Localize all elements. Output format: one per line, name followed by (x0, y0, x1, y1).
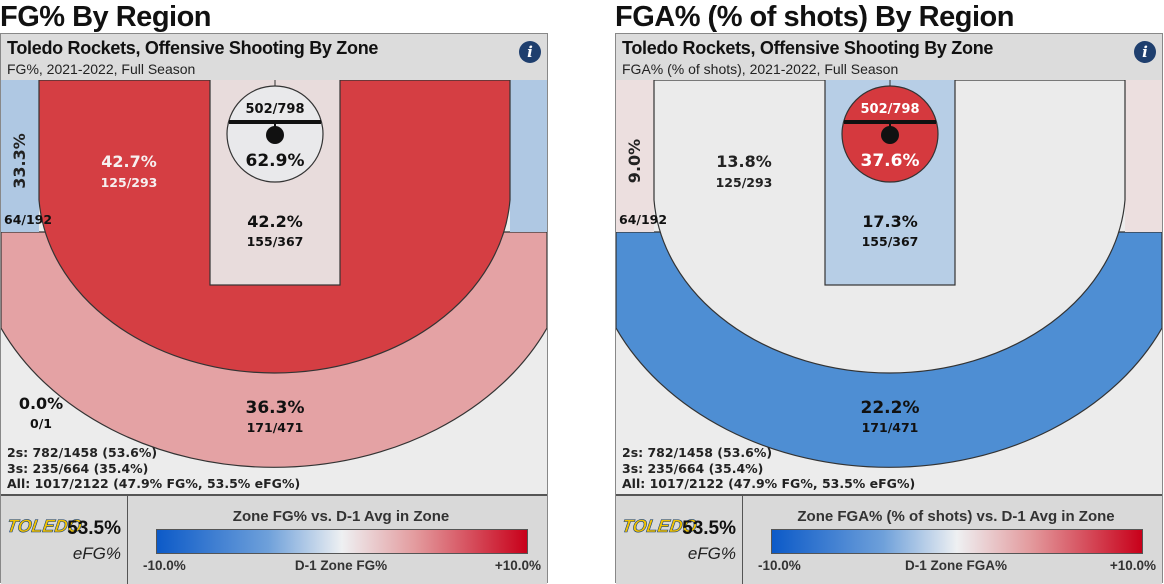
chart-footer: TOLEDO 53.5% eFG% Zone FG% vs. D-1 Avg i… (1, 494, 547, 584)
legend-mid-label: D-1 Zone FG% (294, 558, 388, 573)
paint-pct: 42.2% (247, 212, 303, 231)
rim-pct: 37.6% (861, 151, 920, 171)
rim-made: 502/798 (245, 102, 304, 117)
midrange-made: 125/293 (101, 175, 158, 190)
legend-min-label: -10.0% (758, 558, 801, 573)
zone-corner-right (510, 80, 547, 232)
efg-label: eFG% (687, 544, 736, 563)
corner-left-made: 64/192 (4, 212, 52, 227)
basket-icon (266, 126, 284, 144)
chart-header: Toledo Rockets, Offensive Shooting By Zo… (1, 34, 547, 80)
efg-label: eFG% (72, 544, 121, 563)
court-chart: 502/798 62.9% 42.7% 125/293 33.3% 64/192… (1, 80, 547, 494)
paint-made: 155/367 (862, 234, 919, 249)
midrange-pct: 13.8% (716, 152, 772, 171)
deep-pct: 0.0% (19, 394, 63, 413)
page-title: FG% By Region (0, 1, 212, 33)
corner-left-made: 64/192 (619, 212, 667, 227)
legend-max-label: +10.0% (494, 558, 541, 573)
efg-value: 53.5% (67, 518, 121, 539)
shot-chart-panel: Toledo Rockets, Offensive Shooting By Zo… (615, 33, 1163, 584)
three-pct: 22.2% (861, 398, 920, 418)
team-block: TOLEDO 53.5% eFG% (616, 496, 743, 584)
legend-title: Zone FGA% (% of shots) vs. D-1 Avg in Zo… (797, 508, 1115, 525)
summary-twos: 2s: 782/1458 (53.6%) (7, 445, 158, 460)
three-made: 171/471 (862, 420, 919, 435)
legend-mid-label: D-1 Zone FGA% (904, 558, 1008, 573)
midrange-pct: 42.7% (101, 152, 157, 171)
deep-made: 0/1 (30, 416, 52, 431)
chart-subtitle: FGA% (% of shots), 2021-2022, Full Seaso… (622, 61, 899, 77)
three-pct: 36.3% (246, 398, 305, 418)
summary-all: All: 1017/2122 (47.9% FG%, 53.5% eFG%) (7, 476, 301, 491)
summary-threes: 3s: 235/664 (35.4%) (7, 460, 149, 476)
three-made: 171/471 (247, 420, 304, 435)
zone-corner-left (616, 80, 654, 232)
midrange-made: 125/293 (716, 175, 773, 190)
team-block: TOLEDO 53.5% eFG% (1, 496, 128, 584)
shot-chart-panel: Toledo Rockets, Offensive Shooting By Zo… (0, 33, 548, 584)
zone-corner-left (1, 80, 39, 232)
corner-left-pct: 9.0% (625, 139, 644, 183)
info-icon[interactable]: i (1134, 41, 1156, 63)
shooting-summary: 2s: 782/1458 (53.6%) 3s: 235/664 (35.4%)… (622, 445, 915, 492)
chart-title: Toledo Rockets, Offensive Shooting By Zo… (7, 38, 379, 58)
legend-color-scale (156, 529, 528, 554)
summary-twos: 2s: 782/1458 (53.6%) (622, 445, 773, 460)
panel-wrapper-0: FG% By Region Toledo Rockets, Offensive … (0, 0, 548, 584)
legend-title: Zone FG% vs. D-1 Avg in Zone (232, 508, 450, 525)
chart-subtitle: FG%, 2021-2022, Full Season (7, 61, 196, 77)
info-icon[interactable]: i (519, 41, 541, 63)
rim-made: 502/798 (860, 102, 919, 117)
panel-wrapper-1: FGA% (% of shots) By Region Toledo Rocke… (615, 0, 1163, 584)
court-chart: 502/798 37.6% 13.8% 125/293 9.0% 64/192 … (616, 80, 1162, 494)
chart-header: Toledo Rockets, Offensive Shooting By Zo… (616, 34, 1162, 80)
paint-made: 155/367 (247, 234, 304, 249)
page-title: FGA% (% of shots) By Region (615, 1, 1014, 33)
summary-threes: 3s: 235/664 (35.4%) (622, 460, 764, 476)
chart-footer: TOLEDO 53.5% eFG% Zone FGA% (% of shots)… (616, 494, 1162, 584)
rim-pct: 62.9% (246, 151, 305, 171)
zone-corner-right (1125, 80, 1162, 232)
shooting-summary: 2s: 782/1458 (53.6%) 3s: 235/664 (35.4%)… (7, 445, 300, 492)
basket-icon (881, 126, 899, 144)
legend-max-label: +10.0% (1109, 558, 1156, 573)
summary-all: All: 1017/2122 (47.9% FG%, 53.5% eFG%) (622, 476, 916, 491)
efg-value: 53.5% (682, 518, 736, 539)
legend-min-label: -10.0% (143, 558, 186, 573)
legend-color-scale (771, 529, 1143, 554)
corner-left-pct: 33.3% (10, 133, 29, 189)
paint-pct: 17.3% (862, 212, 918, 231)
chart-title: Toledo Rockets, Offensive Shooting By Zo… (622, 38, 994, 58)
